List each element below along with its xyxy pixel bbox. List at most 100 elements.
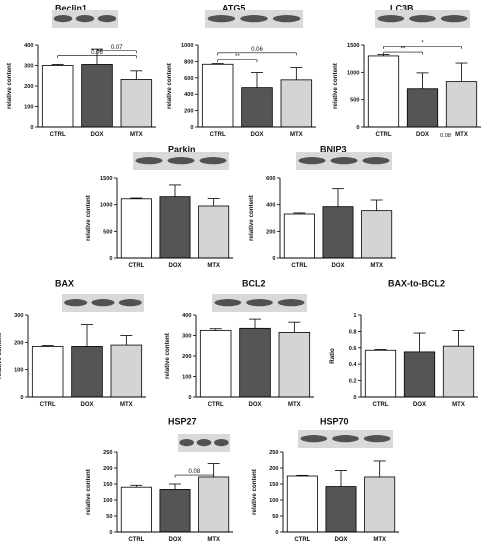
western-blot-image xyxy=(62,294,144,312)
bar-dox xyxy=(159,196,191,259)
chart-panel-bcl2: BCL2 relative content 0 100 200 300 400 CTRL DOX… xyxy=(164,278,314,408)
y-axis-label: relative content xyxy=(166,63,173,109)
chart-panel-lc3b: LC3B relative content 0 500 1000 1500 CTRL DOX M… xyxy=(332,3,481,139)
blot-band xyxy=(97,15,117,23)
blot-band xyxy=(64,299,88,307)
blot-band xyxy=(330,157,358,165)
y-tick-label: 200 xyxy=(182,354,191,360)
blot-band xyxy=(118,299,142,307)
blot-band xyxy=(214,299,242,307)
bar-ctrl xyxy=(41,65,74,128)
x-tick-label: DOX xyxy=(250,132,263,138)
chart-panel-atg5: ATG5 relative content 0 200 400 600 800 1000 CTR… xyxy=(166,3,316,138)
chart-panel-hsp27: HSP27 relative content 0 50 100 150 200 250 CTRL… xyxy=(85,416,233,543)
y-tick-label: 0 xyxy=(30,125,33,131)
significance-label: 0.08 xyxy=(188,469,200,475)
y-tick-label: 300 xyxy=(182,334,191,340)
y-tick-label: 50 xyxy=(106,514,112,520)
y-tick-label: 1500 xyxy=(100,176,112,182)
y-tick-label: 400 xyxy=(266,203,275,209)
y-tick-label: 100 xyxy=(14,368,23,374)
x-tick-label: CTRL xyxy=(376,132,392,138)
blot-band xyxy=(91,299,115,307)
x-tick-label: CTRL xyxy=(50,132,66,138)
blot-band xyxy=(440,15,468,23)
x-tick-label: DOX xyxy=(331,263,344,269)
western-blot-image xyxy=(52,10,118,28)
chart-title: BAX-to-BCL2 xyxy=(388,278,445,288)
x-tick-label: DOX xyxy=(80,402,93,408)
bar-mtx xyxy=(110,344,143,398)
y-tick-label: 200 xyxy=(184,109,193,115)
y-tick-label: 300 xyxy=(24,64,33,70)
blot-band xyxy=(53,15,73,23)
y-axis-label: relative content xyxy=(85,195,92,241)
significance-label: 0.06 xyxy=(251,47,263,53)
significance-label: 0.07 xyxy=(111,45,123,51)
chart-panel-hsp70: HSP70 relative content 0 50 100 150 200 250 CTRL… xyxy=(251,416,399,543)
y-axis-label: Ratio xyxy=(329,348,336,364)
blot-band xyxy=(272,15,301,23)
y-axis-label: relative content xyxy=(6,63,13,109)
blot-band xyxy=(135,157,163,165)
chart-title: LC3B xyxy=(390,3,414,13)
bar-dox xyxy=(239,327,271,398)
y-tick-label: 0 xyxy=(109,530,112,536)
y-tick-label: 150 xyxy=(269,482,278,488)
bar-ctrl xyxy=(31,346,64,398)
significance-label: * xyxy=(421,41,424,47)
y-axis-label: relative content xyxy=(251,469,258,515)
significance-label: 0.06 xyxy=(91,50,103,56)
y-tick-label: 200 xyxy=(24,84,33,90)
western-blot-image xyxy=(178,434,230,452)
y-tick-label: 200 xyxy=(14,340,23,346)
chart-title: HSP27 xyxy=(168,416,197,426)
bar-dox xyxy=(403,351,436,398)
y-tick-label: 400 xyxy=(24,43,33,49)
y-tick-label: 400 xyxy=(184,92,193,98)
y-tick-label: 600 xyxy=(184,76,193,82)
blot-band xyxy=(377,15,405,23)
y-tick-label: 250 xyxy=(103,450,112,456)
x-tick-label: MTX xyxy=(207,537,220,543)
bar-ctrl xyxy=(120,198,152,259)
x-tick-label: MTX xyxy=(288,402,301,408)
y-tick-label: 1000 xyxy=(347,70,359,76)
y-tick-label: 1000 xyxy=(100,203,112,209)
western-blot-image xyxy=(298,430,393,448)
y-tick-label: 0 xyxy=(272,256,275,262)
blot-band xyxy=(300,435,328,443)
y-tick-label: 800 xyxy=(184,59,193,65)
y-tick-label: 1 xyxy=(353,313,356,319)
western-blot-image xyxy=(205,10,303,28)
x-tick-label: CTRL xyxy=(128,537,144,543)
blot-band xyxy=(196,439,212,447)
y-tick-label: 200 xyxy=(269,466,278,472)
y-tick-label: 250 xyxy=(269,450,278,456)
bar-dox xyxy=(159,489,191,533)
bar-mtx xyxy=(361,210,393,259)
y-tick-label: 300 xyxy=(14,313,23,319)
x-tick-label: CTRL xyxy=(373,402,389,408)
blot-band xyxy=(363,435,391,443)
y-tick-label: 50 xyxy=(272,514,278,520)
x-tick-label: DOX xyxy=(416,132,429,138)
y-tick-label: 0.8 xyxy=(349,329,357,335)
bar-ctrl xyxy=(120,486,152,533)
y-tick-label: 500 xyxy=(103,229,112,235)
p-value-note: 0.08 xyxy=(440,133,451,139)
blot-band xyxy=(75,15,95,23)
x-tick-label: CTRL xyxy=(40,402,56,408)
x-tick-label: CTRL xyxy=(210,132,226,138)
bar-dox xyxy=(406,88,439,128)
bar-ctrl xyxy=(367,55,400,128)
y-tick-label: 0 xyxy=(353,395,356,401)
y-tick-label: 0 xyxy=(188,395,191,401)
y-tick-label: 0 xyxy=(356,125,359,131)
x-tick-label: DOX xyxy=(413,402,426,408)
western-blot-image xyxy=(212,294,307,312)
chart-title: HSP70 xyxy=(320,416,349,426)
western-blot-image xyxy=(296,152,392,170)
y-tick-label: 1000 xyxy=(181,43,193,49)
bar-ctrl xyxy=(286,475,318,533)
